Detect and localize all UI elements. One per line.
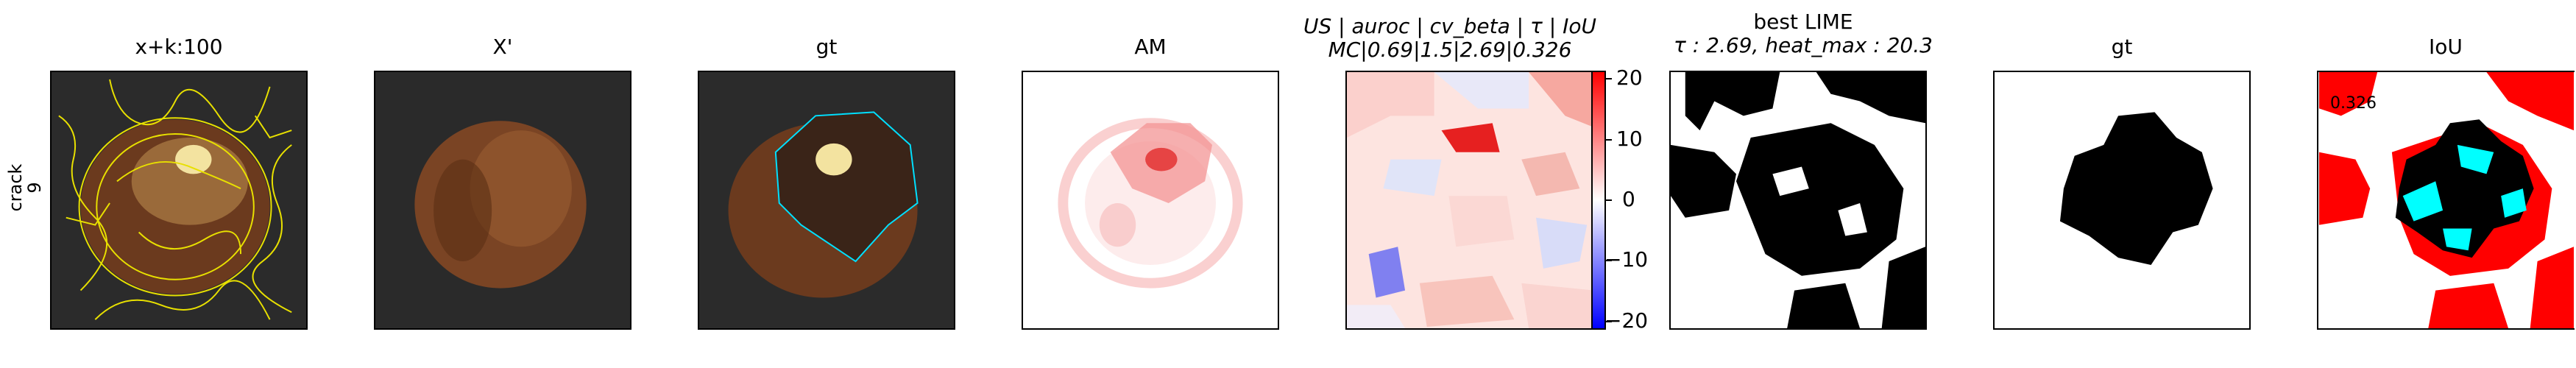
colorbar-tick-label: −10 [1604, 247, 1649, 272]
panel1-overlay-image [50, 71, 308, 330]
panel2-title: X' [492, 35, 513, 59]
colorbar-tick-mark-neg20 [1604, 321, 1612, 322]
panel6-title: best LIME τ : 2.69, heat_max : 20.3 [1649, 10, 1958, 57]
colorbar-tick-label: −20 [1604, 308, 1649, 333]
panel2-reconstruction-image [374, 71, 631, 330]
panel1-title: x+k:100 [135, 35, 223, 59]
panel5-us-map [1345, 71, 1603, 330]
panel3-title: gt [815, 35, 838, 59]
panel6-title-line1: best LIME [1753, 10, 1853, 34]
panel4-anomaly-map [1022, 71, 1279, 330]
panel7-title: gt [2111, 35, 2133, 59]
colorbar [1591, 71, 1606, 330]
colorbar-tick-mark-0 [1604, 199, 1612, 201]
row-label-category: crack [5, 163, 26, 212]
panel7-gt-mask [1993, 71, 2251, 330]
colorbar-tick-mark-neg10 [1604, 260, 1612, 261]
colorbar-tick-mark-20 [1604, 78, 1612, 79]
panel5-title-line2: MC|0.69|1.5|2.69|0.326 [1328, 38, 1572, 62]
panel5-title: US | auroc | cv_beta | τ | IoU MC|0.69|1… [1273, 15, 1627, 62]
panel8-iou-map [2317, 71, 2575, 330]
panel6-title-line2: τ : 2.69, heat_max : 20.3 [1674, 33, 1933, 57]
iou-value-label: 0.326 [2330, 94, 2377, 113]
row-label: crack 9 [5, 155, 45, 221]
colorbar-tick-label: 10 [1616, 127, 1643, 151]
colorbar-tick-label: 20 [1616, 66, 1643, 90]
panel8-title: IoU [2429, 35, 2463, 59]
panel4-title: AM [1134, 35, 1167, 59]
panel3-gt-overlay-image [698, 71, 955, 330]
panel6-lime-mask [1669, 71, 1927, 330]
row-label-index: 9 [24, 182, 45, 194]
colorbar-tick-mark-10 [1604, 139, 1612, 141]
panel5-title-line1: US | auroc | cv_beta | τ | IoU [1303, 14, 1596, 38]
colorbar-tick-label: 0 [1622, 187, 1635, 211]
